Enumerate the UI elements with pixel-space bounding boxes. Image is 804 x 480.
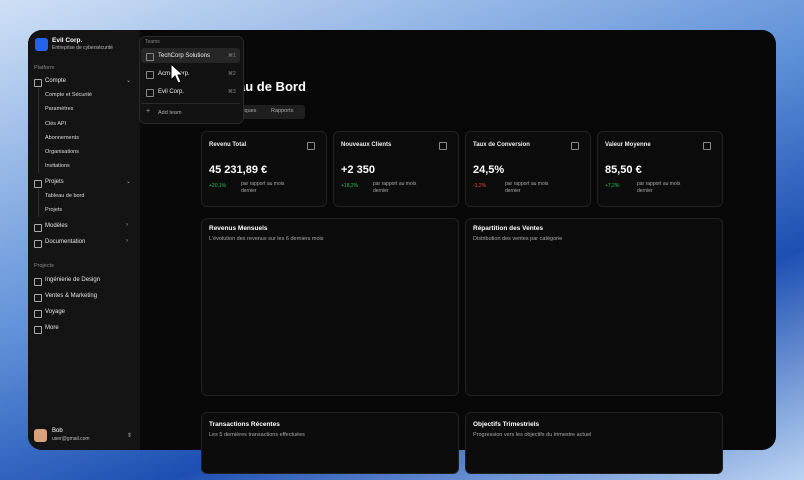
icon [439,142,447,150]
icon [34,180,42,188]
stat-value: 45 231,89 € [209,164,268,176]
nav-subitem[interactable]: Invitations [45,163,70,170]
card [465,218,723,396]
card [333,131,459,207]
shortcut: ⌘2 [228,71,236,77]
icon [703,142,711,150]
stat-change: +7,2% [605,183,620,189]
nav-subitem[interactable]: Paramètres [45,106,74,113]
icon [34,326,42,334]
icon [34,240,42,248]
chevron: › [126,222,128,229]
add-team[interactable]: Add team [158,110,182,116]
stat-note: par rapport au mois dernier [241,181,285,194]
nav-subitem[interactable]: Abonnements [45,134,79,141]
shortcut: ⌘1 [228,53,236,59]
user-email: user@gmail.com [52,436,90,442]
sidebar [28,30,140,450]
chart-title: Revenus Mensuels [209,225,268,232]
nav-item[interactable]: Modèles [45,223,68,230]
org-logo [35,38,48,51]
stat-note: par rapport au mois dernier [373,181,417,194]
nav-subitem[interactable]: Clés API [45,120,67,127]
nav-item[interactable]: Documentation [45,239,86,245]
icon [34,294,42,302]
stat-value: 24,5% [473,164,505,176]
panel-title: Objectifs Trimestriels [473,421,540,428]
icon [571,142,579,150]
stat-note: par rapport au mois dernier [505,181,549,194]
nav-subitem[interactable]: Compte et Sécurité [45,92,93,99]
chart-subtitle: Distribution des ventes par catégorie [473,236,563,242]
stat-value: +2 350 [341,164,375,176]
nav-subitem[interactable]: Tableau de bord [45,193,85,200]
user-name: Bob [52,428,63,434]
chart-subtitle: L'évolution des revenus sur les 6 dernie… [209,236,324,242]
section-label: Projects [34,263,54,269]
card [465,412,723,474]
project-item[interactable]: More [45,325,59,331]
nav-line [38,189,39,218]
stat-title: Valeur Moyenne [605,142,651,148]
chevron: ⌄ [126,179,132,185]
icon [34,278,42,286]
icon [146,53,154,61]
card [465,131,591,207]
chevron: › [126,238,128,244]
team-item[interactable]: TechCorp Solutions [158,53,211,59]
icon [34,79,42,87]
team-item[interactable]: Acme Corp. [158,71,190,77]
nav-item[interactable]: Projets [45,179,64,185]
panel-subtitle: Les 5 dernières transactions effectuées [209,432,305,438]
icon [146,89,154,97]
stat-change: -3,2% [473,183,487,189]
team-item[interactable]: Evil Corp. [158,89,185,95]
menu-highlight [141,48,240,63]
nav-line [38,88,39,174]
stat-title: Revenu Total [209,142,247,148]
stat-title: Taux de Conversion [473,142,530,148]
chevron: ⇕ [127,433,133,439]
org-subtitle: Entreprise de cybersécurité [52,45,113,51]
stat-change: +18,2% [341,183,359,189]
nav-subitem[interactable]: Organisations [45,149,79,155]
stat-title: Nouveaux Clients [341,142,392,148]
panel-title: Transactions Récentes [209,421,280,428]
project-item[interactable]: Voyage [45,309,66,315]
icon [146,71,154,79]
icon [34,224,42,233]
project-item[interactable]: Ventes & Marketing [45,293,98,299]
card [201,412,459,474]
project-item[interactable]: Ingénierie de Design [45,277,101,283]
org-name: Evil Corp. [52,37,83,44]
card [201,218,459,396]
stat-change: +20,1% [209,183,227,189]
chart-title: Répartition des Ventes [473,225,544,232]
icon [307,142,315,150]
stat-note: par rapport au mois dernier [637,181,681,194]
add-icon: + [146,108,151,115]
menu-divider [141,103,240,104]
menu-title: Teams [145,39,160,45]
tab[interactable]: Rapports [271,108,294,114]
panel-subtitle: Progression vers les objectifs du trimes… [473,432,592,438]
card [201,131,327,207]
nav-item[interactable]: Compte [45,78,67,84]
section-label: Platform [34,65,55,71]
nav-subitem[interactable]: Projets [45,207,63,214]
avatar [34,429,47,442]
stat-value: 85,50 € [605,164,642,176]
chevron: ⌄ [126,78,132,84]
card [597,131,723,207]
icon [34,310,42,318]
shortcut: ⌘3 [228,89,236,95]
